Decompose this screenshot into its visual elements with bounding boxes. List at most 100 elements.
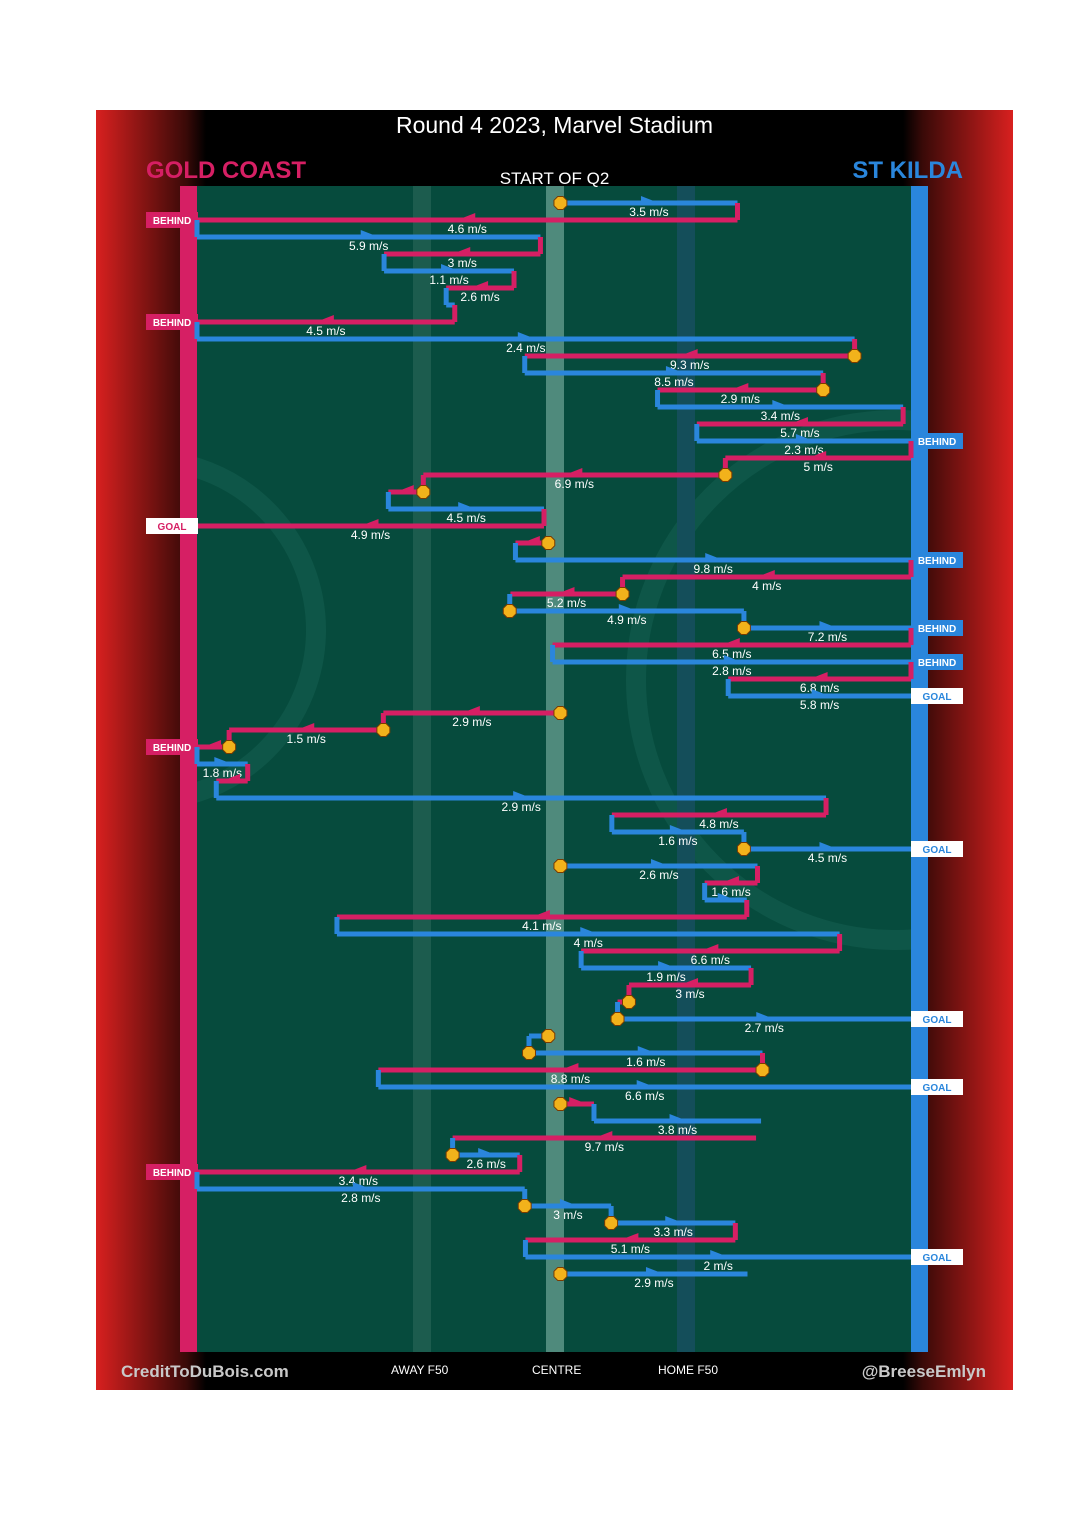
turnover-marker — [553, 1267, 568, 1281]
direction-arrow — [723, 655, 742, 662]
speed-label: 3.8 m/s — [658, 1123, 697, 1137]
score-tag — [146, 212, 198, 228]
speed-label: 3.3 m/s — [654, 1225, 693, 1239]
direction-arrow — [650, 859, 669, 866]
direction-arrow — [569, 1097, 588, 1104]
direction-arrow — [819, 842, 838, 849]
direction-arrow — [669, 825, 688, 832]
direction-arrow — [461, 706, 480, 713]
speed-label: 9.3 m/s — [670, 358, 709, 372]
speed-label: 5.7 m/s — [780, 426, 819, 440]
direction-arrow — [315, 315, 334, 322]
direction-arrow — [700, 944, 719, 951]
turnover-marker — [718, 468, 733, 482]
direction-arrow — [708, 808, 727, 815]
direction-arrow — [756, 1012, 775, 1019]
speed-label: 5.8 m/s — [800, 698, 839, 712]
score-tag — [911, 841, 963, 857]
speed-label: 4.1 m/s — [522, 919, 561, 933]
score-tag — [146, 518, 198, 534]
speed-label: 2 m/s — [704, 1259, 733, 1273]
gold-coast-goal-bar — [180, 186, 197, 1352]
score-tag — [911, 433, 963, 449]
turnover-marker — [522, 1046, 536, 1060]
speed-label: 4 m/s — [574, 936, 603, 950]
direction-arrow — [679, 349, 698, 356]
speed-label: 2.8 m/s — [341, 1191, 380, 1205]
speed-label: 2.7 m/s — [745, 1021, 784, 1035]
speed-label: 1.1 m/s — [429, 273, 468, 287]
score-tag — [911, 1011, 963, 1027]
speed-label: 2.9 m/s — [721, 392, 760, 406]
speed-label: 1.6 m/s — [711, 885, 750, 899]
away-f50-line — [413, 186, 431, 1352]
score-tag-label: BEHIND — [153, 1168, 191, 1179]
score-tag-label: GOAL — [923, 1083, 952, 1094]
direction-arrow — [441, 264, 460, 271]
chains: 3.5 m/s 4.6 m/s BEHIND 5.9 m/s 3 m/s 1.1 m/s 2… — [146, 196, 963, 1290]
score-tag — [911, 1079, 963, 1095]
direction-arrow — [636, 1080, 655, 1087]
credit-left: CreditToDuBois.com — [121, 1362, 289, 1381]
score-tag — [146, 1164, 198, 1180]
direction-arrow — [669, 1114, 688, 1121]
direction-arrow — [819, 621, 838, 628]
team-gold-coast: GOLD COAST — [146, 157, 306, 184]
centre-line — [546, 186, 564, 1352]
direction-arrow — [637, 1046, 656, 1053]
direction-arrow — [395, 485, 414, 492]
score-tag-label: BEHIND — [153, 216, 191, 227]
direction-arrow — [203, 740, 222, 747]
speed-label: 4 m/s — [752, 579, 781, 593]
direction-arrow — [721, 638, 740, 645]
speed-label: 5 m/s — [804, 460, 833, 474]
turnover-marker — [755, 1063, 770, 1077]
turnover-marker — [445, 1148, 460, 1162]
speed-label: 5.2 m/s — [547, 596, 586, 610]
turnover-marker — [541, 1029, 556, 1043]
speed-label: 6.6 m/s — [691, 953, 730, 967]
direction-arrow — [730, 383, 749, 390]
chain-plot: 3.5 m/s 4.6 m/s BEHIND 5.9 m/s 3 m/s 1.1 m/s 2… — [146, 186, 963, 1352]
quarter-label: START OF Q2 — [499, 169, 610, 188]
speed-label: 2.6 m/s — [639, 868, 678, 882]
speed-label: 2.3 m/s — [784, 443, 823, 457]
direction-arrow — [640, 196, 659, 203]
speed-label: 4.9 m/s — [351, 528, 390, 542]
speed-label: 3 m/s — [448, 256, 477, 270]
turnover-marker — [847, 349, 862, 363]
direction-arrow — [457, 213, 476, 220]
direction-arrow — [620, 1233, 639, 1240]
speed-label: 3 m/s — [675, 987, 704, 1001]
st-kilda-goal-bar — [911, 186, 928, 1352]
turnover-marker — [517, 1199, 532, 1213]
score-tag — [911, 1249, 963, 1265]
speed-label: 9.7 m/s — [585, 1140, 624, 1154]
direction-arrow — [470, 281, 489, 288]
direction-arrow — [556, 587, 575, 594]
turnover-marker — [622, 995, 636, 1009]
direction-arrow — [680, 978, 699, 985]
direction-arrow — [452, 247, 471, 254]
direction-arrow — [564, 468, 583, 475]
score-tag-label: GOAL — [923, 845, 952, 856]
direction-arrow — [531, 910, 550, 917]
turnover-marker — [816, 383, 831, 397]
speed-label: 2.9 m/s — [501, 800, 540, 814]
credit-right: @BreeseEmlyn — [861, 1362, 986, 1381]
speed-label: 9.8 m/s — [694, 562, 733, 576]
direction-arrow — [214, 757, 233, 764]
speed-label: 6.5 m/s — [712, 647, 751, 661]
direction-arrow — [809, 672, 828, 679]
speed-label: 3 m/s — [553, 1208, 582, 1222]
direction-arrow — [478, 1148, 497, 1155]
speed-label: 6.6 m/s — [625, 1089, 664, 1103]
speed-label: 3.5 m/s — [629, 205, 668, 219]
direction-arrow — [710, 1250, 729, 1257]
speed-label: 3.4 m/s — [761, 409, 800, 423]
speed-label: 4.5 m/s — [808, 851, 847, 865]
speed-label: 4.8 m/s — [699, 817, 738, 831]
speed-label: 6.9 m/s — [555, 477, 594, 491]
speed-label: 1.6 m/s — [626, 1055, 665, 1069]
score-tag — [911, 654, 963, 670]
